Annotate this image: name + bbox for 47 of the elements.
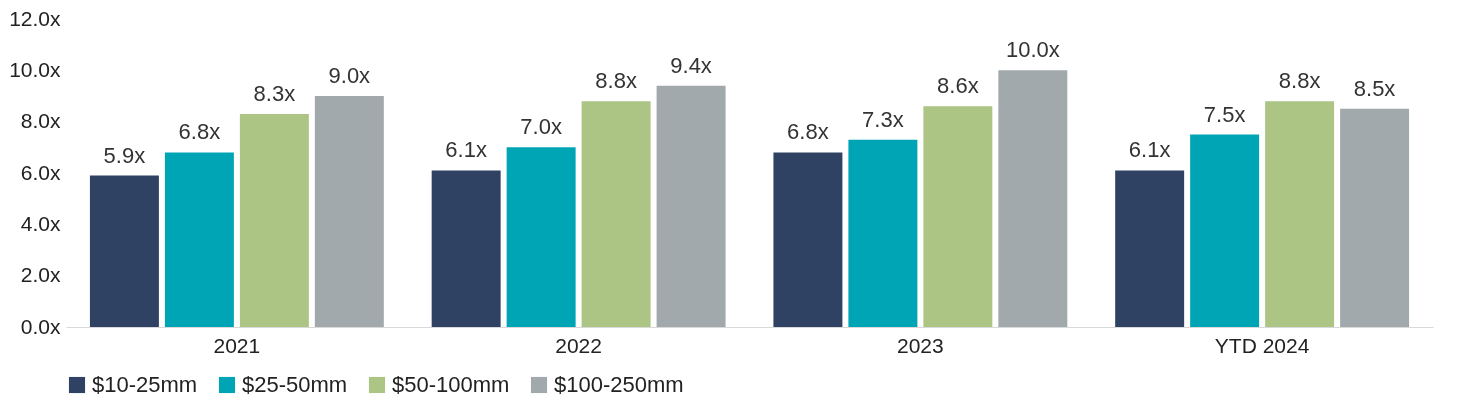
data-label: 5.9x [103,142,146,168]
bar [1190,134,1260,327]
y-tick-label: 6.0x [20,160,61,184]
y-tick-label: 8.0x [20,109,61,133]
x-tick-label: 2022 [555,333,602,357]
y-tick-label: 4.0x [20,211,61,235]
data-label: 7.5x [1203,101,1246,127]
data-label: 6.1x [445,137,487,163]
data-label: 8.8x [1278,68,1321,94]
bar [1340,108,1410,327]
bar [998,70,1068,327]
data-label: 8.3x [253,80,296,106]
bar [581,101,651,327]
bar [1265,101,1335,327]
data-label: 6.8x [178,119,221,145]
y-tick-label: 2.0x [20,263,61,287]
data-label: 8.5x [1353,75,1396,101]
bar [239,113,309,327]
data-label: 7.3x [862,106,904,132]
legend-label: $50-100mm [392,372,510,397]
y-tick-label: 0.0x [20,314,61,338]
legend-label: $25-50mm [242,372,348,397]
bar [431,170,501,327]
bar [848,139,918,327]
bar [89,175,159,327]
data-label: 6.1x [1128,137,1171,163]
bar [923,106,993,327]
bar [1115,170,1185,327]
data-label: 9.4x [670,52,712,78]
data-label: 10.0x [1005,37,1060,63]
data-label: 6.8x [787,119,829,145]
x-tick-label: YTD 2024 [1214,333,1310,357]
bar [773,152,843,327]
legend-label: $10-25mm [92,372,198,397]
bar [164,152,234,327]
x-tick-label: 2023 [897,333,944,357]
legend-label: $100-250mm [554,372,684,397]
bar [314,96,384,327]
bar [656,85,726,327]
data-label: 9.0x [328,63,371,88]
data-label: 7.0x [520,114,562,140]
x-tick-label: 2021 [213,333,261,357]
data-label: 8.8x [595,68,637,94]
bar [506,147,576,327]
data-label: 8.6x [937,73,979,99]
y-tick-label: 10.0x [9,57,61,81]
y-tick-label: 12.0x [9,6,61,30]
